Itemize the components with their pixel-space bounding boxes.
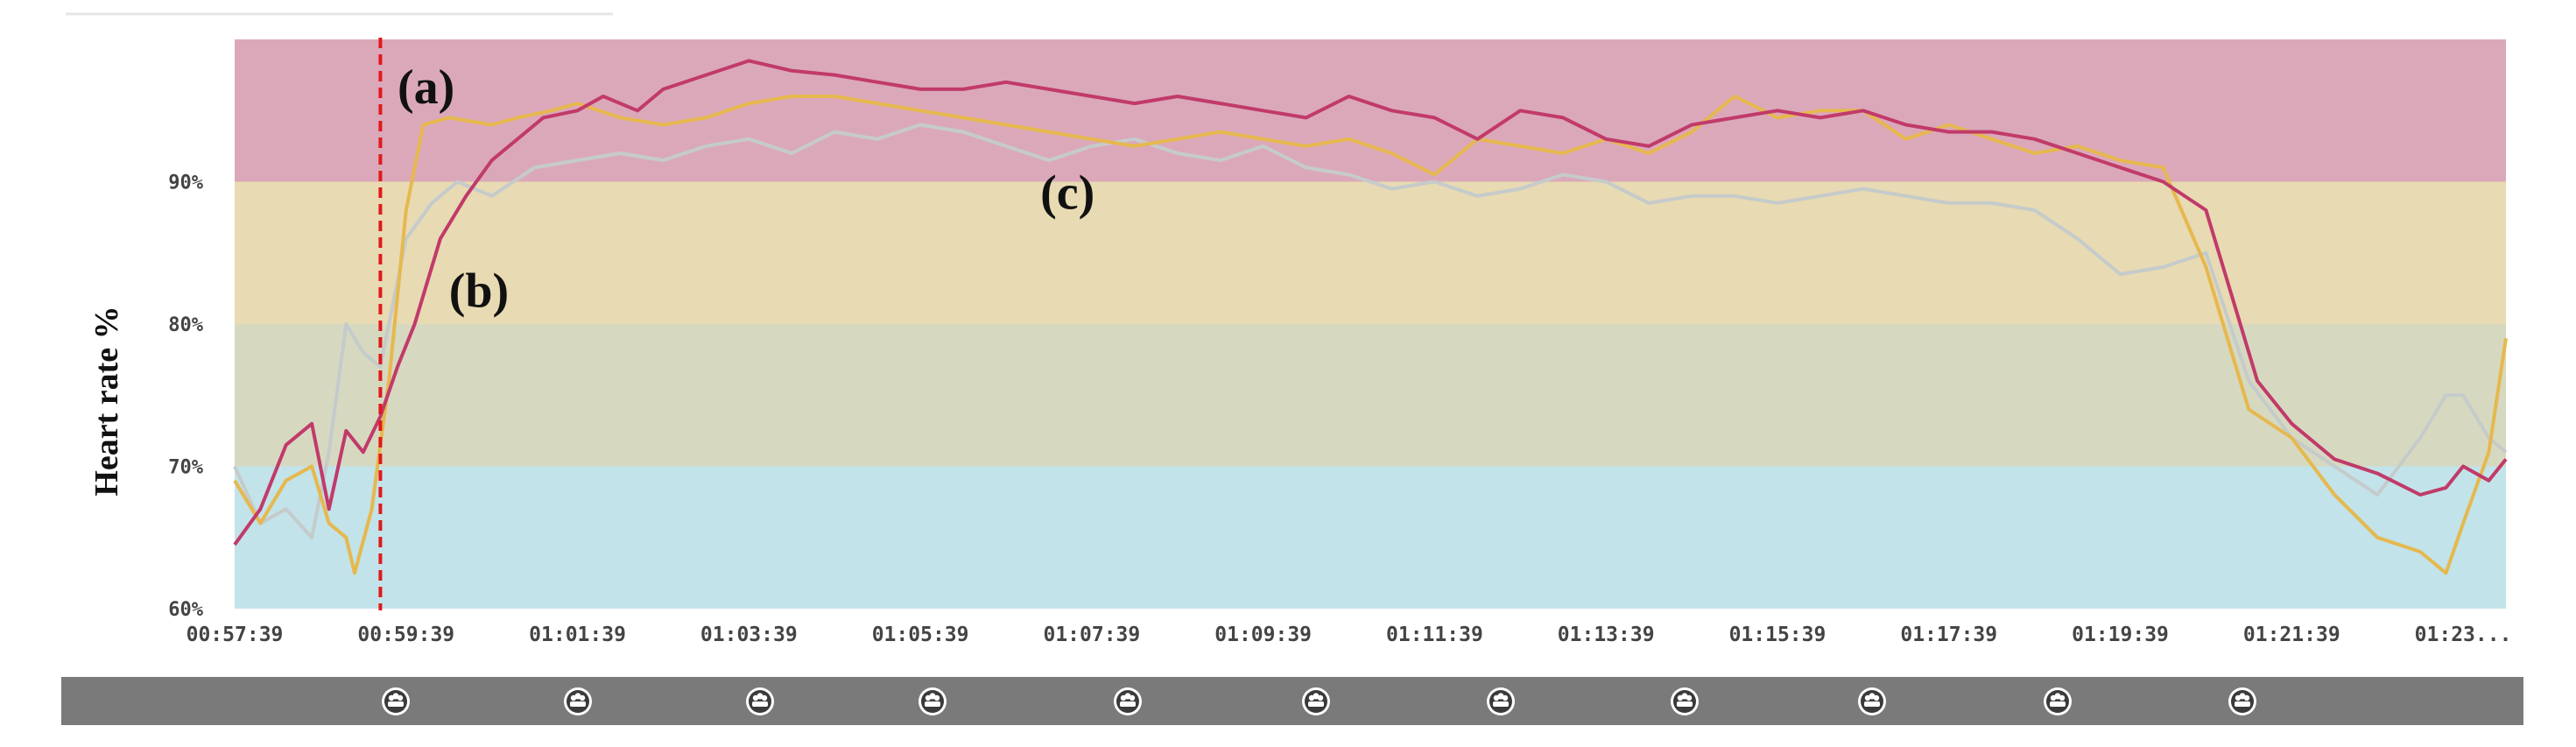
x-tick-label: 01:23... — [2415, 624, 2512, 646]
x-tick-label: 01:09:39 — [1214, 624, 1312, 646]
x-tick-label: 01:05:39 — [872, 624, 969, 646]
y-tick-label: 60% — [168, 599, 203, 621]
y-tick-label: 80% — [168, 314, 203, 336]
group-icon[interactable] — [1114, 687, 1142, 715]
x-tick-label: 01:21:39 — [2243, 624, 2340, 646]
zone-bands — [235, 39, 2506, 609]
annotation-label: (b) — [449, 264, 509, 319]
y-tick-labels: 60% 70% 80% 90% — [168, 173, 203, 622]
x-tick-label: 01:13:39 — [1558, 624, 1655, 646]
group-icon[interactable] — [1858, 687, 1886, 715]
x-tick-label: 01:17:39 — [1900, 624, 1997, 646]
series-line-1 — [233, 95, 2508, 575]
x-tick-label: 01:07:39 — [1043, 624, 1140, 646]
x-tick-label: 01:15:39 — [1729, 624, 1826, 646]
participant-bar — [61, 677, 2523, 725]
annotation-label: (c) — [1040, 166, 1094, 220]
participant-icons — [382, 687, 2256, 715]
x-tick-labels: 00:57:39 00:59:39 01:01:39 01:03:39 01:05:39… — [187, 624, 2512, 646]
x-tick-label: 00:57:39 — [187, 624, 284, 646]
group-icon[interactable] — [1487, 687, 1515, 715]
series-line-2 — [233, 123, 2508, 539]
x-tick-label: 01:03:39 — [700, 624, 798, 646]
ylabel-box — [63, 200, 151, 592]
x-tick-label: 01:11:39 — [1386, 624, 1483, 646]
y-axis-label: Heart rate % — [88, 306, 125, 496]
zone-band-1 — [235, 181, 2506, 324]
group-icon[interactable] — [2228, 687, 2256, 715]
group-icon[interactable] — [1671, 687, 1699, 715]
series-lines — [233, 59, 2508, 575]
zone-band-2 — [235, 324, 2506, 467]
zone-band-0 — [235, 39, 2506, 182]
group-icon[interactable] — [2044, 687, 2072, 715]
annotation-label: (a) — [398, 60, 454, 115]
x-tick-label: 01:19:39 — [2072, 624, 2169, 646]
y-tick-label: 70% — [168, 457, 203, 479]
group-icon[interactable] — [918, 687, 947, 715]
x-tick-label: 01:01:39 — [529, 624, 626, 646]
y-tick-label: 90% — [168, 173, 203, 194]
annotations: (a) (b) (c) — [398, 60, 1094, 318]
group-icon[interactable] — [564, 687, 592, 715]
x-tick-label: 00:59:39 — [357, 624, 454, 646]
group-icon[interactable] — [382, 687, 410, 715]
group-icon[interactable] — [1302, 687, 1330, 715]
zone-band-3 — [235, 466, 2506, 609]
group-icon[interactable] — [746, 687, 774, 715]
series-line-0 — [233, 59, 2508, 546]
